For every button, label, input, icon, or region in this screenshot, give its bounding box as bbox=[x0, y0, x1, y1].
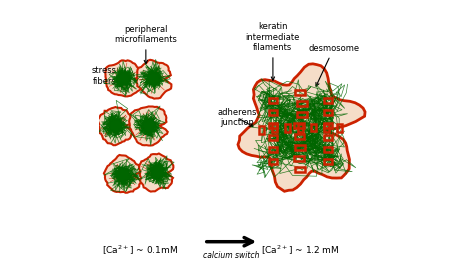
Bar bbox=[269, 159, 277, 164]
Text: keratin
intermediate
filaments: keratin intermediate filaments bbox=[246, 22, 300, 80]
Polygon shape bbox=[139, 153, 173, 192]
Bar bbox=[324, 98, 332, 103]
Bar bbox=[295, 90, 305, 95]
Bar bbox=[295, 145, 305, 150]
Polygon shape bbox=[98, 107, 133, 145]
Text: stress
fibers: stress fibers bbox=[92, 66, 123, 86]
Text: adherens
junction: adherens junction bbox=[217, 108, 257, 127]
Polygon shape bbox=[109, 118, 123, 135]
Bar bbox=[269, 147, 277, 152]
Polygon shape bbox=[105, 60, 142, 96]
Text: peripheral
microfilaments: peripheral microfilaments bbox=[114, 25, 177, 64]
Bar bbox=[311, 124, 316, 131]
Bar bbox=[269, 135, 277, 140]
Text: [Ca$^{2+}$] ~ 0.1mM: [Ca$^{2+}$] ~ 0.1mM bbox=[102, 243, 178, 257]
Bar bbox=[295, 167, 305, 172]
Bar bbox=[324, 159, 332, 164]
Bar bbox=[337, 124, 342, 132]
Bar bbox=[324, 147, 332, 152]
Polygon shape bbox=[104, 155, 141, 193]
Text: [Ca$^{2+}$] ~ 1.2 mM: [Ca$^{2+}$] ~ 1.2 mM bbox=[261, 243, 340, 257]
Polygon shape bbox=[117, 70, 130, 85]
Bar bbox=[294, 156, 304, 161]
Bar bbox=[294, 134, 304, 139]
Polygon shape bbox=[146, 72, 161, 87]
Polygon shape bbox=[140, 119, 156, 134]
Bar bbox=[324, 124, 329, 132]
Bar bbox=[269, 123, 277, 128]
Bar bbox=[259, 126, 264, 134]
Polygon shape bbox=[137, 60, 172, 99]
Bar bbox=[285, 124, 290, 132]
Bar bbox=[324, 123, 332, 128]
Bar bbox=[269, 110, 277, 116]
Text: desmosome: desmosome bbox=[308, 44, 359, 86]
Bar bbox=[298, 124, 303, 132]
Polygon shape bbox=[151, 165, 164, 180]
Bar bbox=[269, 98, 277, 103]
Bar bbox=[297, 101, 307, 106]
Bar bbox=[272, 124, 277, 132]
Text: calcium switch: calcium switch bbox=[203, 251, 260, 260]
Polygon shape bbox=[238, 64, 365, 191]
Polygon shape bbox=[117, 168, 130, 183]
Polygon shape bbox=[129, 107, 168, 146]
Bar bbox=[294, 123, 304, 128]
Bar bbox=[324, 110, 332, 116]
Bar bbox=[324, 135, 332, 140]
Bar bbox=[297, 112, 307, 117]
